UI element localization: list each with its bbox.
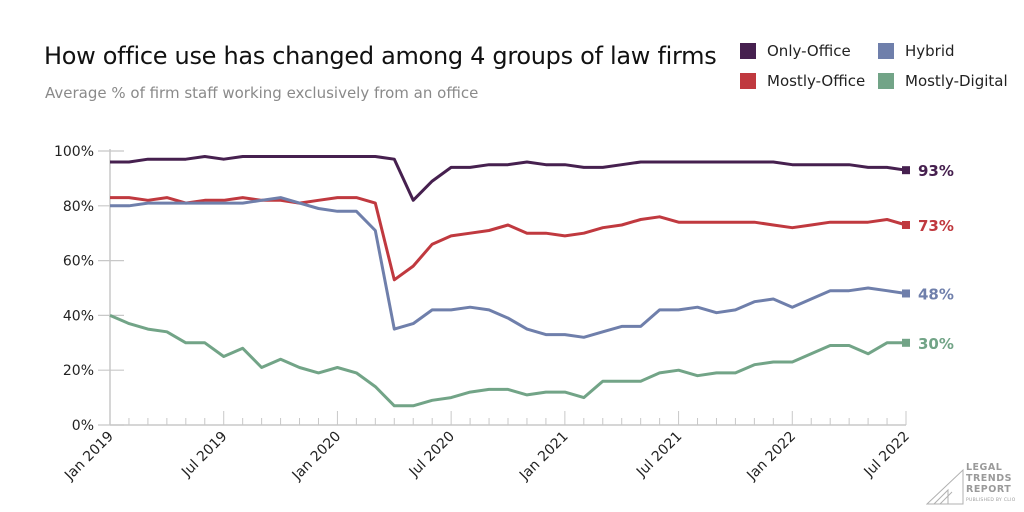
series-end-marker-hybrid (902, 289, 910, 298)
end-label-mostly-digital: 30% (918, 335, 954, 353)
x-tick-label: Jul 2022 (861, 429, 913, 481)
legend-swatch-mostly-digital (878, 73, 894, 89)
legend-label: Only-Office (767, 42, 851, 60)
logo-line2: TRENDS (966, 473, 1012, 484)
legend-item-hybrid: Hybrid (878, 42, 955, 60)
x-tick-label: Jan 2019 (61, 429, 117, 485)
legend-item-only-office: Only-Office (740, 42, 851, 60)
y-tick-label: 80% (63, 199, 94, 215)
legend-label: Hybrid (905, 42, 955, 60)
x-tick-label: Jul 2021 (633, 429, 685, 481)
end-label-hybrid: 48% (918, 285, 954, 303)
logo-triangle-icon (926, 468, 964, 505)
series-group (109, 155, 910, 408)
series-line-mostly-office (110, 196, 907, 282)
x-tick-label: Jan 2021 (516, 429, 572, 485)
x-tick-label: Jul 2020 (406, 429, 458, 481)
series-end-marker-mostly-digital (902, 338, 910, 347)
series-end-marker-only-office (902, 166, 910, 175)
legend-swatch-hybrid (878, 43, 894, 59)
legend-item-mostly-digital: Mostly-Digital (878, 72, 1008, 90)
series-line-only-office (110, 155, 907, 202)
logo-tagline: PUBLISHED BY CLIO (966, 498, 1016, 503)
chart-title: How office use has changed among 4 group… (44, 42, 717, 70)
end-label-only-office: 93% (918, 162, 954, 180)
series-line-hybrid (110, 196, 907, 339)
legend-label: Mostly-Office (767, 72, 866, 90)
logo-line1: LEGAL (966, 462, 1003, 473)
x-tick-label: Jan 2022 (743, 429, 799, 485)
legend-swatch-only-office (740, 43, 756, 59)
legend-label: Mostly-Digital (905, 72, 1008, 90)
logo-wordmark: LEGAL TRENDS REPORT (966, 462, 1012, 495)
y-tick-label: 60% (63, 254, 94, 270)
x-tick-label: Jan 2020 (289, 429, 345, 485)
legend-item-mostly-office: Mostly-Office (740, 72, 865, 90)
series-end-marker-mostly-office (902, 220, 910, 229)
y-tick-label: 100% (54, 144, 94, 160)
y-tick-label: 20% (63, 363, 94, 379)
legal-trends-report-logo: LEGAL TRENDS REPORT PUBLISHED BY CLIO (926, 462, 1022, 510)
series-line-mostly-digital (109, 314, 906, 408)
logo-line3: REPORT (966, 484, 1012, 495)
axes: 0% 20% 40% 60% 80% 100% Jan 2019 Jul 2019 Jan 20… (54, 144, 913, 484)
legend-swatch-mostly-office (740, 73, 756, 89)
end-labels: 93% 73% 48% 30% (918, 162, 954, 353)
x-tick-label: Jul 2019 (178, 429, 230, 481)
end-label-mostly-office: 73% (918, 217, 954, 235)
y-tick-label: 0% (72, 418, 94, 434)
chart-subtitle: Average % of firm staff working exclusiv… (45, 84, 479, 102)
y-tick-label: 40% (63, 308, 94, 324)
